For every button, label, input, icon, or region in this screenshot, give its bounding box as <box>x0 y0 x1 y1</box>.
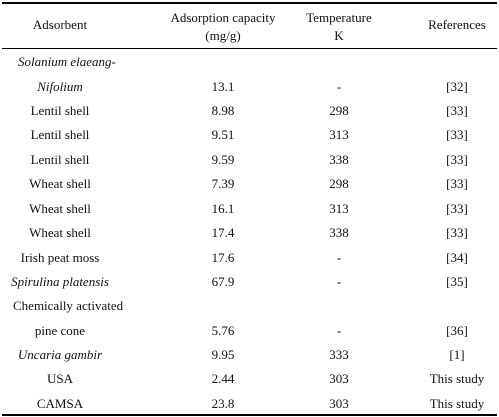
table-bottom-rule <box>2 414 497 416</box>
row-9-reference: [36] <box>446 323 468 338</box>
row-5-reference: [33] <box>446 201 468 216</box>
row-6-temperature: 338 <box>329 225 349 240</box>
row-0-adsorbent-line1: Solanium elaeang- <box>18 54 116 69</box>
row-2-capacity: 9.51 <box>211 127 235 142</box>
row-7-reference: [34] <box>446 250 468 265</box>
row-8-adsorbent: Spirulina platensis <box>11 274 109 289</box>
row-4-temperature: 298 <box>329 176 349 191</box>
header-references: References <box>428 17 486 32</box>
row-12-temperature: 303 <box>329 396 349 411</box>
row-4-capacity: 7.39 <box>211 176 235 191</box>
row-8-reference: [35] <box>446 274 468 289</box>
row-1-capacity: 8.98 <box>211 103 235 118</box>
row-9-temperature: - <box>336 323 342 338</box>
header-capacity-line1: Adsorption capacity <box>170 10 276 25</box>
row-2-adsorbent: Lentil shell <box>30 127 90 142</box>
table-header-rule <box>2 48 497 49</box>
row-0-capacity: 13.1 <box>211 79 235 94</box>
row-6-adsorbent: Wheat shell <box>29 225 91 240</box>
row-5-adsorbent: Wheat shell <box>29 201 91 216</box>
row-3-reference: [33] <box>446 152 468 167</box>
table-top-rule <box>2 2 497 4</box>
row-1-reference: [33] <box>446 103 468 118</box>
row-3-adsorbent: Lentil shell <box>30 152 90 167</box>
row-7-capacity: 17.6 <box>211 250 235 265</box>
row-11-adsorbent: USA <box>46 371 73 386</box>
row-0-reference: [32] <box>446 79 468 94</box>
row-11-temperature: 303 <box>329 371 349 386</box>
row-11-reference: This study <box>429 371 485 386</box>
row-8-temperature: - <box>336 274 342 289</box>
header-adsorbent: Adsorbent <box>32 17 88 32</box>
row-0-adsorbent-line2: Nifolium <box>37 79 83 94</box>
row-9-adsorbent-line1: Chemically activated <box>13 298 124 313</box>
row-10-reference: [1] <box>449 347 465 362</box>
row-6-reference: [33] <box>446 225 468 240</box>
row-7-temperature: - <box>336 250 342 265</box>
row-12-adsorbent: CAMSA <box>36 396 84 411</box>
row-11-capacity: 2.44 <box>211 371 235 386</box>
row-5-temperature: 313 <box>329 201 349 216</box>
row-2-reference: [33] <box>446 127 468 142</box>
header-temperature-line1: Temperature <box>306 10 372 25</box>
row-9-adsorbent-line2: pine cone <box>34 323 86 338</box>
row-12-reference: This study <box>429 396 485 411</box>
row-8-capacity: 67.9 <box>211 274 235 289</box>
row-1-adsorbent: Lentil shell <box>30 103 90 118</box>
row-10-capacity: 9.95 <box>211 347 235 362</box>
row-12-capacity: 23.8 <box>211 396 235 411</box>
row-5-capacity: 16.1 <box>211 201 235 216</box>
row-3-capacity: 9.59 <box>211 152 235 167</box>
row-10-adsorbent: Uncaria gambir <box>17 347 103 362</box>
row-0-temperature: - <box>336 79 342 94</box>
row-4-reference: [33] <box>446 176 468 191</box>
row-3-temperature: 338 <box>329 152 349 167</box>
row-1-temperature: 298 <box>329 103 349 118</box>
row-9-capacity: 5.76 <box>211 323 235 338</box>
row-10-temperature: 333 <box>329 347 349 362</box>
header-temperature-line2: K <box>334 28 344 43</box>
row-7-adsorbent: Irish peat moss <box>20 250 100 265</box>
row-2-temperature: 313 <box>329 127 349 142</box>
header-capacity-line2: (mg/g) <box>205 28 241 43</box>
row-4-adsorbent: Wheat shell <box>29 176 91 191</box>
row-6-capacity: 17.4 <box>211 225 235 240</box>
